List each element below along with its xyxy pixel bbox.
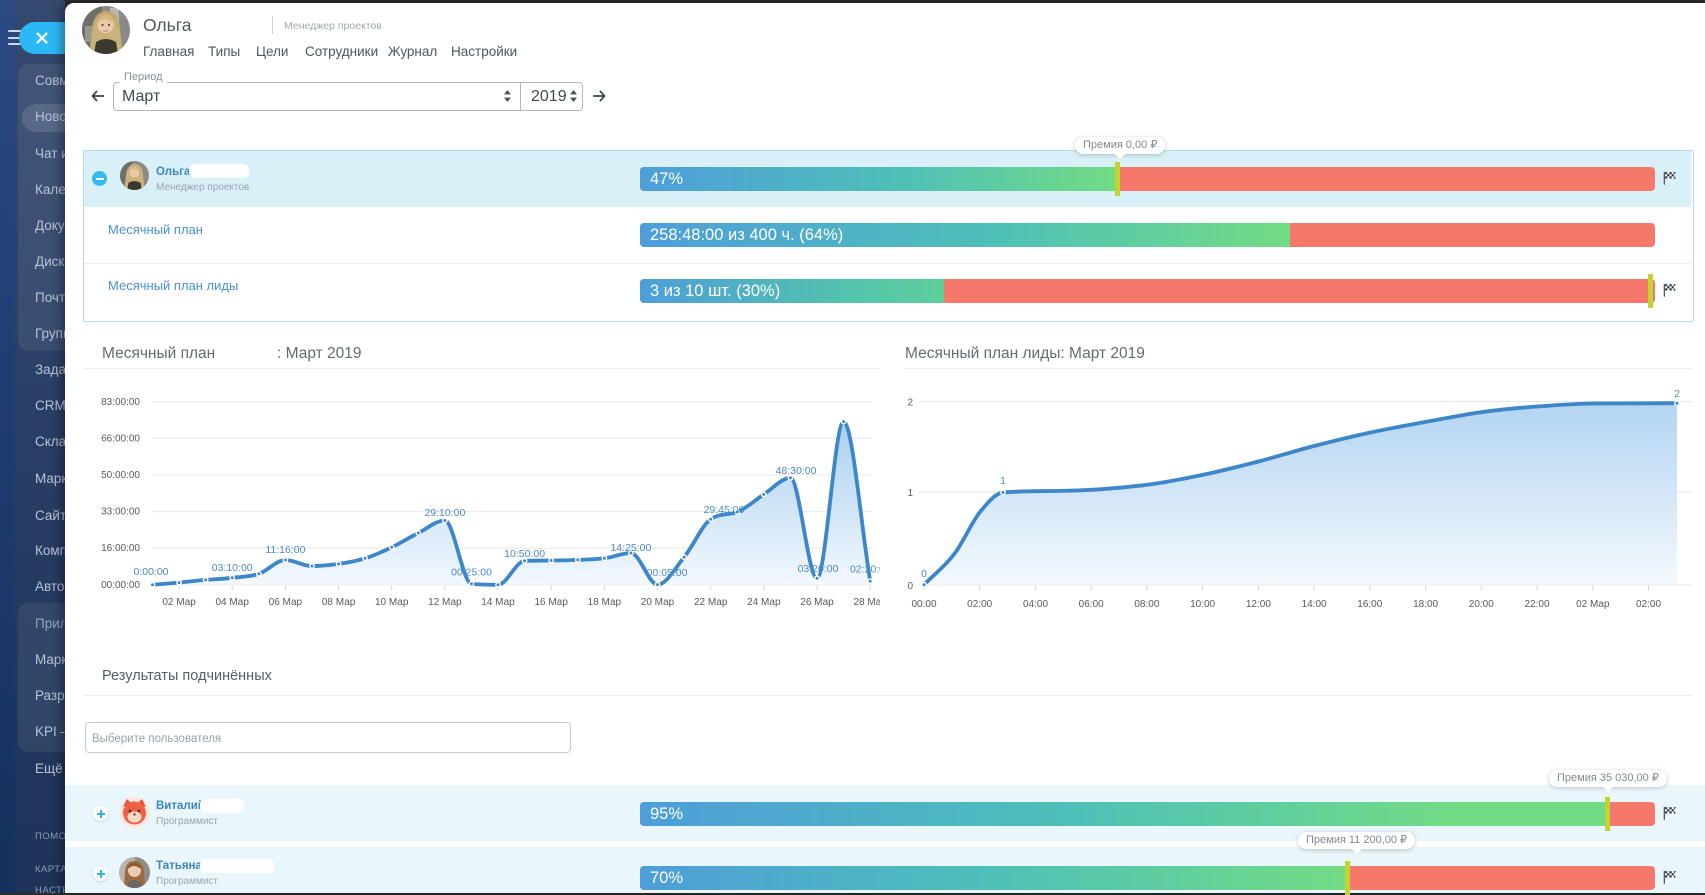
svg-text:29:10:00: 29:10:00	[424, 507, 465, 519]
svg-text:10 Мар: 10 Мар	[375, 597, 409, 608]
svg-text:22 Мар: 22 Мар	[694, 597, 728, 608]
svg-text:06 Мар: 06 Мар	[269, 597, 303, 608]
svg-text:2: 2	[907, 398, 913, 409]
svg-text:02:00: 02:00	[967, 599, 992, 610]
svg-text:08:00: 08:00	[1134, 599, 1159, 610]
svg-text:24 Мар: 24 Мар	[747, 597, 781, 608]
svg-text:14:25:00: 14:25:00	[610, 542, 651, 554]
svg-text:00:00: 00:00	[911, 599, 936, 610]
svg-text:26 Мар: 26 Мар	[800, 597, 834, 608]
svg-text:16:00: 16:00	[1357, 599, 1382, 610]
svg-text:16 Мар: 16 Мар	[534, 597, 568, 608]
svg-text:14 Мар: 14 Мар	[481, 597, 515, 608]
svg-text:2: 2	[1674, 390, 1680, 400]
svg-text:06:00: 06:00	[1079, 599, 1104, 610]
svg-text:20:00: 20:00	[1469, 599, 1494, 610]
svg-text:00:05:00: 00:05:00	[647, 567, 688, 579]
svg-text:66:00:00: 66:00:00	[101, 433, 140, 444]
svg-text:22:00: 22:00	[1524, 599, 1549, 610]
svg-text:08 Мар: 08 Мар	[322, 597, 356, 608]
svg-text:50:00:00: 50:00:00	[101, 470, 140, 481]
svg-text:04:00: 04:00	[1023, 599, 1048, 610]
svg-text:48:30:00: 48:30:00	[776, 465, 817, 477]
svg-text:10:00: 10:00	[1190, 599, 1215, 610]
svg-text:1: 1	[907, 488, 913, 499]
svg-text:29:45:00: 29:45:00	[704, 504, 745, 516]
svg-text:0: 0	[907, 581, 913, 592]
svg-text:12 Мар: 12 Мар	[428, 597, 462, 608]
svg-text:1: 1	[1000, 475, 1006, 487]
svg-text:04 Мар: 04 Мар	[215, 597, 249, 608]
svg-text:11:16:00: 11:16:00	[265, 544, 305, 556]
svg-text:02:20:0: 02:20:0	[850, 564, 880, 576]
svg-text:0: 0	[921, 568, 927, 580]
svg-text:02:00: 02:00	[1636, 599, 1661, 610]
svg-text:20 Мар: 20 Мар	[641, 597, 675, 608]
svg-text:12:00: 12:00	[1246, 599, 1271, 610]
svg-text:03:20:00: 03:20:00	[798, 563, 839, 575]
svg-text:10:50:00: 10:50:00	[504, 548, 545, 560]
svg-text:18:00: 18:00	[1413, 599, 1438, 610]
svg-text:14:00: 14:00	[1302, 599, 1327, 610]
svg-text:02 Мар: 02 Мар	[1576, 599, 1610, 610]
svg-text:02 Мар: 02 Мар	[162, 597, 196, 608]
svg-text:18 Мар: 18 Мар	[588, 597, 622, 608]
svg-text:00:25:00: 00:25:00	[451, 567, 492, 579]
svg-text:83:00:00: 83:00:00	[101, 397, 140, 408]
svg-text:00:00:00: 00:00:00	[101, 580, 140, 591]
svg-text:33:00:00: 33:00:00	[101, 507, 140, 518]
svg-text:28 Мар: 28 Мар	[853, 597, 880, 608]
svg-text:16:00:00: 16:00:00	[101, 543, 140, 554]
svg-text:03:10:00: 03:10:00	[212, 562, 253, 574]
svg-text:0:00:00: 0:00:00	[133, 566, 168, 578]
